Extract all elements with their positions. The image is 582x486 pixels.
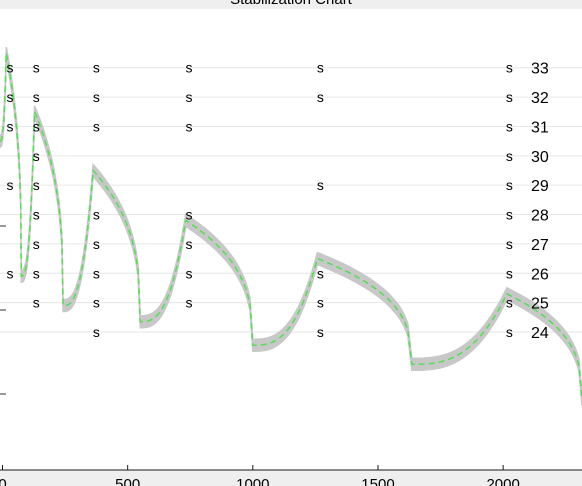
stable-pole-marker: s (33, 60, 40, 76)
stable-pole-marker: s (7, 265, 14, 281)
stable-pole-marker: s (93, 118, 100, 134)
stable-pole-marker: s (506, 207, 513, 223)
stable-pole-marker: s (506, 60, 513, 76)
x-tick-label: 1500 (361, 476, 394, 486)
order-label: 24 (531, 325, 549, 342)
figure-top-strip (0, 0, 582, 9)
stable-pole-marker: s (7, 89, 14, 105)
order-label: 30 (531, 149, 549, 166)
stable-pole-marker: s (93, 89, 100, 105)
stable-pole-marker: s (506, 324, 513, 340)
stable-pole-marker: s (506, 148, 513, 164)
stable-pole-marker: s (185, 236, 192, 252)
stable-pole-marker: s (93, 207, 100, 223)
order-label: 29 (531, 178, 549, 195)
stable-pole-marker: s (93, 265, 100, 281)
stable-pole-marker: s (317, 177, 324, 193)
stable-pole-marker: s (93, 324, 100, 340)
stable-pole-marker: s (185, 207, 192, 223)
stable-pole-marker: s (185, 295, 192, 311)
stable-pole-marker: s (7, 118, 14, 134)
stable-pole-marker: s (33, 295, 40, 311)
stable-pole-marker: s (7, 177, 14, 193)
stable-pole-marker: s (7, 60, 14, 76)
stable-pole-marker: s (506, 236, 513, 252)
stable-pole-marker: s (33, 207, 40, 223)
stable-pole-marker: s (506, 177, 513, 193)
stable-pole-marker: s (317, 89, 324, 105)
stable-pole-marker: s (506, 295, 513, 311)
order-label: 26 (531, 266, 549, 283)
stable-pole-marker: s (185, 60, 192, 76)
stable-pole-marker: s (185, 89, 192, 105)
stabilization-curves (0, 46, 582, 406)
x-tick-label: 500 (115, 476, 140, 486)
order-label: 25 (531, 296, 549, 313)
stable-pole-marker: s (93, 236, 100, 252)
stable-pole-marker: s (185, 265, 192, 281)
order-label: 32 (531, 90, 549, 107)
order-labels: 33 32 31 30 29 28 27 26 25 24 (531, 61, 549, 342)
stable-pole-markers: s s s s s ss s s s s ss s s s ss ss s s ss s s ss s s ss s s s s ss s s… (7, 60, 513, 340)
stable-pole-marker: s (93, 60, 100, 76)
order-label: 27 (531, 237, 549, 254)
stable-pole-marker: s (506, 265, 513, 281)
stable-pole-marker: s (33, 118, 40, 134)
series-line (0, 52, 582, 400)
order-label: 28 (531, 208, 549, 225)
order-label: 33 (531, 61, 549, 78)
stable-pole-marker: s (317, 295, 324, 311)
stable-pole-marker: s (317, 324, 324, 340)
chart-title: Stabilization Chart (160, 0, 422, 8)
order-label: 31 (531, 119, 549, 136)
stable-pole-marker: s (506, 89, 513, 105)
stable-pole-marker: s (506, 118, 513, 134)
stable-pole-marker: s (33, 89, 40, 105)
x-tick-label: 2000 (486, 476, 519, 486)
x-tick-label: 0 (0, 476, 7, 486)
x-tick-label: 1000 (236, 476, 269, 486)
stable-pole-marker: s (33, 236, 40, 252)
stable-pole-marker: s (317, 265, 324, 281)
stable-pole-marker: s (33, 265, 40, 281)
stable-pole-marker: s (33, 148, 40, 164)
x-axis-ticks: 050010001500200025 (0, 465, 520, 486)
stable-pole-marker: s (33, 177, 40, 193)
stable-pole-marker: s (317, 60, 324, 76)
plot-area (0, 9, 582, 470)
stable-pole-marker: s (185, 118, 192, 134)
stable-pole-marker: s (93, 295, 100, 311)
